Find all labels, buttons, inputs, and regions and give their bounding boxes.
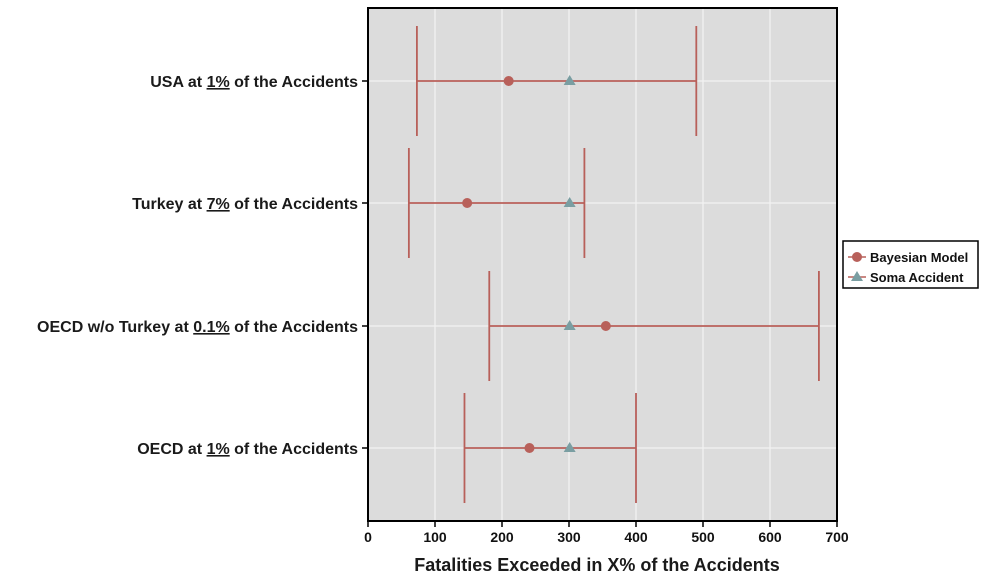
x-tick-label: 500	[691, 529, 715, 545]
y-category-label-suffix: of the Accidents	[230, 441, 358, 458]
y-category-label-percent: 0.1%	[193, 319, 229, 336]
bayesian-point	[524, 443, 535, 453]
bayesian-point	[600, 321, 611, 331]
y-category-label: OECD w/o Turkey at 0.1% of the Accidents	[37, 319, 358, 336]
x-tick-label: 400	[624, 529, 648, 545]
y-category-label: OECD at 1% of the Accidents	[137, 441, 358, 458]
x-axis-title: Fatalities Exceeded in X% of the Acciden…	[414, 555, 779, 575]
y-category-label-prefix: Turkey at	[132, 196, 206, 213]
interval-bars	[407, 26, 820, 503]
y-category-label-percent: 1%	[207, 74, 230, 91]
legend-label-soma: Soma Accident	[870, 270, 964, 285]
legend-box	[842, 240, 979, 289]
y-category-label-prefix: OECD w/o Turkey at	[37, 319, 193, 336]
legend-marker-circle	[852, 252, 862, 262]
data-points	[462, 75, 611, 453]
x-tick-label: 300	[557, 529, 581, 545]
soma-point	[563, 197, 576, 207]
x-tick-label: 200	[490, 529, 514, 545]
legend: Bayesian Model Soma Accident	[842, 240, 979, 289]
y-category-label-prefix: USA at	[150, 74, 206, 91]
y-category-label-prefix: OECD at	[137, 441, 206, 458]
y-category-label-percent: 7%	[207, 196, 230, 213]
y-category-label: USA at 1% of the Accidents	[150, 74, 358, 91]
y-category-label-suffix: of the Accidents	[230, 196, 358, 213]
plot-panel	[368, 8, 837, 521]
legend-item-soma: Soma Accident	[848, 270, 964, 285]
soma-point	[563, 442, 576, 452]
legend-item-bayesian: Bayesian Model	[848, 250, 968, 265]
x-tick-label: 100	[423, 529, 447, 545]
x-axis: 0 100 200 300 400 500 600 700	[364, 521, 849, 545]
y-category-label: Turkey at 7% of the Accidents	[132, 196, 358, 213]
legend-marker-triangle	[851, 271, 863, 281]
y-category-label-percent: 1%	[207, 441, 230, 458]
bayesian-point	[503, 76, 514, 86]
x-tick-label: 600	[758, 529, 782, 545]
x-tick-label: 0	[364, 529, 372, 545]
y-category-label-suffix: of the Accidents	[230, 74, 358, 91]
soma-point	[563, 75, 576, 85]
y-category-label-suffix: of the Accidents	[230, 319, 358, 336]
legend-label-bayesian: Bayesian Model	[870, 250, 968, 265]
bayesian-point	[462, 198, 473, 208]
soma-point	[563, 320, 576, 330]
plot-frame	[367, 7, 838, 522]
x-tick-label: 700	[825, 529, 849, 545]
